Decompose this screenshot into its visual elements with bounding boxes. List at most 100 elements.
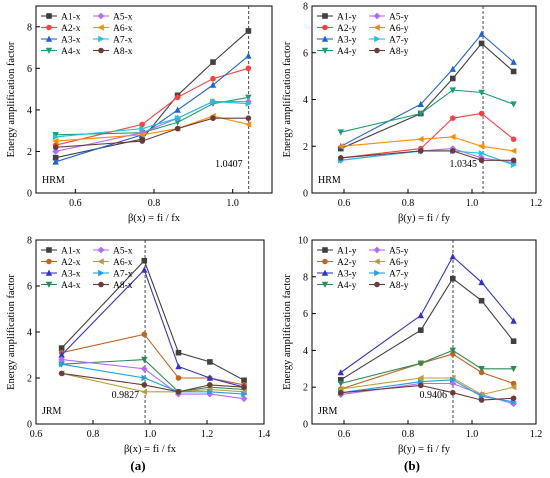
data-point-A3-x <box>174 106 181 113</box>
legend-entry: A3-x <box>61 269 81 279</box>
legend-entry: A7-x <box>113 269 133 279</box>
data-point-A5-x <box>240 395 248 403</box>
method-label: HRM <box>318 175 341 186</box>
data-point-A4-x <box>174 119 181 126</box>
y-axis-title: Energy amplification factor <box>6 41 17 157</box>
reference-value-label: 1.0407 <box>215 159 243 170</box>
legend-entry: A2-y <box>337 258 357 268</box>
data-point-A4-y <box>510 101 517 108</box>
data-point-A5-x <box>52 148 60 155</box>
y-tick-label: 2 <box>303 142 308 153</box>
legend-entry: A8-x <box>113 47 133 57</box>
data-point-A3-y <box>478 278 485 286</box>
legend-entry: A1-x <box>61 12 81 22</box>
data-point-A4-y <box>478 89 485 96</box>
y-tick-label: 2 <box>27 147 32 158</box>
data-point-A3-y <box>449 65 456 72</box>
legend-swatch-marker <box>45 47 53 54</box>
legend-swatch-marker <box>97 246 105 254</box>
data-point-A7-x <box>52 133 60 141</box>
x-axis-title: β(y) = fi / fy <box>398 444 451 455</box>
legend-swatch-marker <box>321 269 329 276</box>
x-tick-label: 1.0 <box>144 429 157 440</box>
legend-swatch-marker <box>321 35 329 42</box>
data-point-A3-x <box>245 52 252 59</box>
series-line-A3-y <box>340 33 514 147</box>
x-axis-title: β(x) = fi / fx <box>124 444 177 455</box>
y-tick-label: 0 <box>27 420 32 431</box>
data-point-A3-x <box>52 158 59 165</box>
data-point-A8-y <box>418 382 424 389</box>
y-tick-label: 6 <box>27 282 32 293</box>
series-line-A3-x <box>61 268 245 388</box>
data-point-A8-y <box>338 389 344 396</box>
data-point-A1-x <box>210 59 216 65</box>
panel-bottom-right-jrm-y: 0.6 0.8 1.0 1.2 0 2 4 6 8 10 β(y) = fi / fy Energy … <box>282 236 542 456</box>
data-point-A8-x <box>141 382 148 388</box>
x-tick-label: 0.6 <box>338 429 351 440</box>
data-point-A2-x <box>245 65 252 72</box>
legend-entry: A1-y <box>337 12 357 22</box>
data-point-A1-x <box>245 28 252 34</box>
data-point-A6-y <box>510 147 517 155</box>
data-point-A8-y <box>450 148 456 154</box>
data-point-A1-y <box>478 40 485 47</box>
data-point-A3-y <box>510 58 517 65</box>
data-point-A8-x <box>245 115 252 121</box>
data-point-A4-x <box>52 132 59 139</box>
y-tick-label: 8 <box>303 272 308 283</box>
x-tick-label: 1.0 <box>226 198 239 209</box>
data-point-A2-x <box>174 94 181 101</box>
data-point-A6-x <box>138 131 145 139</box>
data-point-A2-x <box>210 75 216 82</box>
data-point-A8-x <box>241 384 247 391</box>
y-tick-label: 0 <box>303 420 308 431</box>
legend-entry: A1-x <box>61 246 81 256</box>
panel-top-left-hrm-x: 0.6 0.8 1.0 0 2 4 6 8 β(x) = fi / fx Energy ampli… <box>6 5 273 224</box>
y-tick-label: 0 <box>303 189 308 200</box>
data-point-A3-y <box>478 30 485 37</box>
data-point-A1-x <box>141 257 148 264</box>
data-point-A6-y <box>417 374 424 382</box>
y-tick-label: 4 <box>303 95 308 106</box>
data-point-A2-y <box>450 351 456 357</box>
legend-entry: A5-y <box>389 246 409 256</box>
x-axis-title: β(y) = fi / fy <box>398 213 451 224</box>
data-point-A5-x <box>58 356 66 363</box>
legend-swatch-marker <box>46 258 52 265</box>
data-point-A5-x <box>140 365 148 373</box>
legend-entry: A3-y <box>337 35 357 45</box>
data-point-A7-x <box>207 388 214 395</box>
data-point-A1-y <box>338 377 344 383</box>
legend-entry: A8-x <box>113 281 133 291</box>
data-point-A2-y <box>510 136 517 143</box>
legend-swatch-marker <box>374 281 380 288</box>
data-point-A1-y <box>450 275 456 282</box>
y-axis-title: Energy amplification factor <box>282 41 293 157</box>
series-line-A6-y <box>340 136 514 152</box>
legend-swatch-marker <box>46 13 52 19</box>
legend-swatch-marker <box>45 35 53 42</box>
y-tick-label: 6 <box>303 48 308 59</box>
data-point-A8-y <box>510 157 517 164</box>
data-point-A6-y <box>449 133 456 141</box>
data-point-A7-y <box>450 376 457 384</box>
legend-swatch-marker <box>321 281 329 288</box>
x-tick-label: 0.6 <box>30 429 43 440</box>
data-point-A7-x <box>139 125 146 132</box>
y-axis-title: Energy amplification factor <box>6 274 17 390</box>
legend-swatch-marker <box>45 269 53 276</box>
data-point-A6-y <box>510 384 517 391</box>
method-label: HRM <box>42 175 65 186</box>
legend-swatch-marker <box>98 269 105 277</box>
data-point-A8-y <box>510 395 517 402</box>
data-point-A1-x <box>58 345 65 351</box>
plot-frame <box>311 239 537 425</box>
x-tick-label: 0.8 <box>402 429 415 440</box>
data-point-A6-x <box>52 137 59 145</box>
data-point-A5-x <box>245 98 252 105</box>
plot-frame <box>311 5 537 194</box>
legend-entry: A6-y <box>389 24 409 34</box>
series-line-A3-y <box>340 255 515 373</box>
